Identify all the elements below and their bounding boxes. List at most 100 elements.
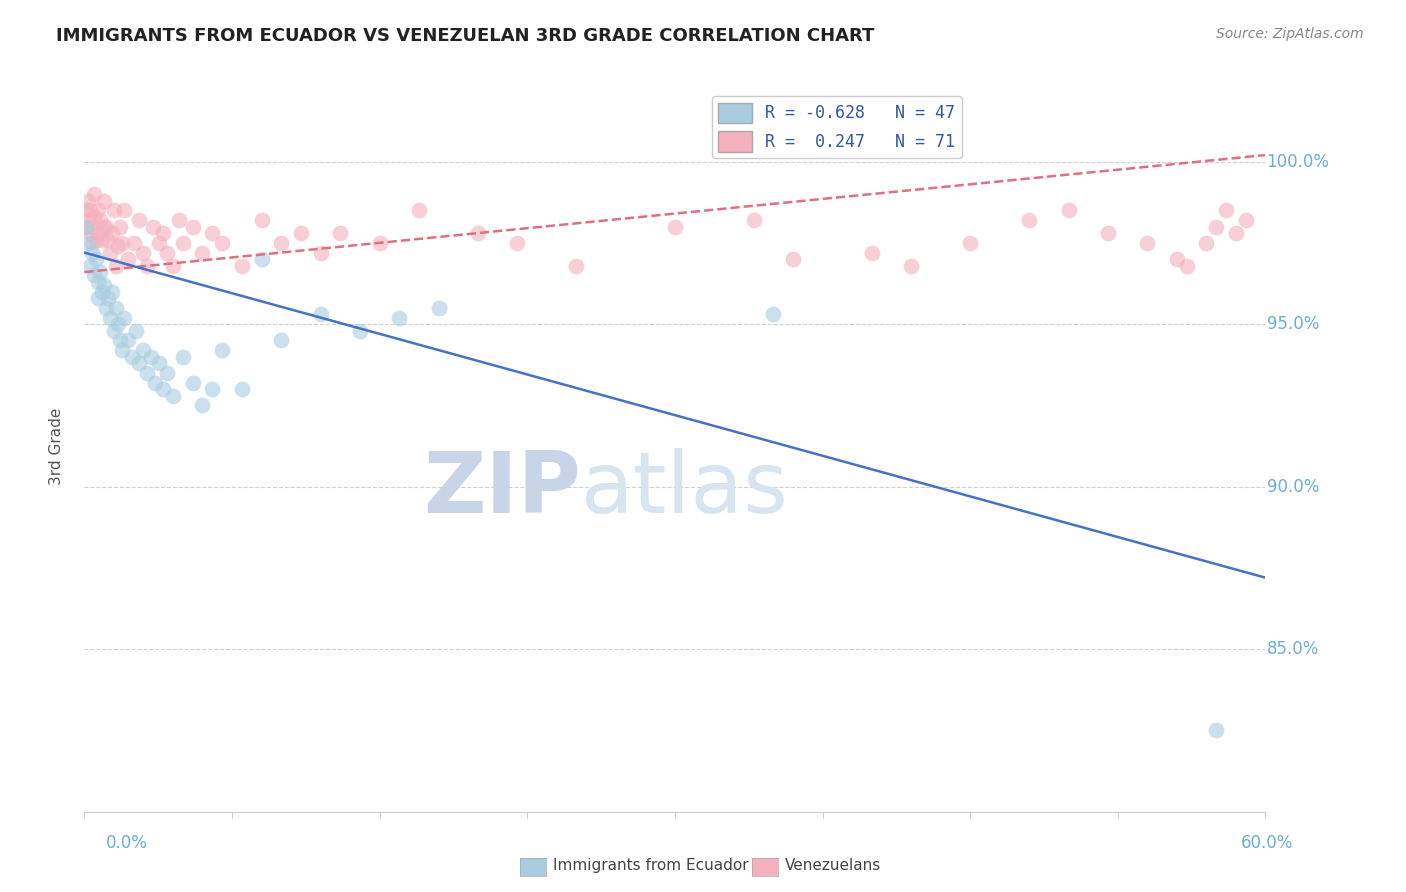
Point <box>136 366 159 380</box>
Point <box>82 235 104 250</box>
Point <box>270 334 292 348</box>
Point <box>117 334 139 348</box>
Point <box>94 219 117 234</box>
Point <box>93 194 115 208</box>
Point <box>148 235 170 250</box>
Point <box>79 259 101 273</box>
Point <box>132 343 155 357</box>
Point <box>467 226 489 240</box>
Point <box>107 317 129 331</box>
Point <box>79 226 101 240</box>
Point <box>75 219 97 234</box>
Text: Venezuelans: Venezuelans <box>785 858 880 872</box>
Text: 85.0%: 85.0% <box>1267 640 1319 658</box>
Point <box>388 310 411 325</box>
Point <box>143 376 166 390</box>
Point <box>97 291 120 305</box>
Point <box>211 235 233 250</box>
Point <box>900 259 922 273</box>
Point <box>107 239 129 253</box>
Point <box>103 324 125 338</box>
Point <box>1215 203 1237 218</box>
Point <box>87 291 110 305</box>
Point <box>84 252 107 266</box>
Point <box>108 219 131 234</box>
Point <box>349 324 371 338</box>
Point <box>136 259 159 273</box>
Point <box>152 382 174 396</box>
Point <box>1166 252 1188 266</box>
Point <box>91 285 114 299</box>
Point <box>89 265 111 279</box>
Point <box>290 226 312 240</box>
Point <box>77 235 100 250</box>
Point <box>77 194 100 208</box>
Point <box>172 350 194 364</box>
Point <box>121 350 143 364</box>
Text: Immigrants from Ecuador: Immigrants from Ecuador <box>553 858 748 872</box>
Point <box>104 259 127 273</box>
Point <box>231 259 253 273</box>
Point <box>98 245 121 260</box>
Point <box>79 203 101 218</box>
Point <box>108 334 131 348</box>
Point <box>860 245 883 260</box>
Text: 95.0%: 95.0% <box>1267 315 1319 333</box>
Text: 100.0%: 100.0% <box>1267 153 1330 170</box>
Point <box>112 203 135 218</box>
Text: 0.0%: 0.0% <box>105 834 148 852</box>
Point <box>83 187 105 202</box>
Point <box>231 382 253 396</box>
Point <box>309 307 332 321</box>
Point <box>122 235 145 250</box>
Point <box>82 245 104 260</box>
Point <box>408 203 430 218</box>
Point <box>93 278 115 293</box>
Point <box>201 382 224 396</box>
Point <box>89 213 111 227</box>
Point <box>82 219 104 234</box>
Point <box>1205 723 1227 738</box>
Point <box>1018 213 1040 227</box>
Point <box>1136 235 1159 250</box>
Point <box>156 366 179 380</box>
Point <box>211 343 233 357</box>
Point <box>87 226 110 240</box>
Point <box>98 310 121 325</box>
Point <box>167 213 190 227</box>
Point <box>742 213 765 227</box>
Point <box>132 245 155 260</box>
Point <box>87 275 110 289</box>
Text: atlas: atlas <box>581 449 789 532</box>
Point <box>1097 226 1119 240</box>
Point <box>162 389 184 403</box>
Point <box>152 226 174 240</box>
Point <box>128 356 150 370</box>
Point <box>101 285 124 299</box>
Point <box>368 235 391 250</box>
Point <box>664 219 686 234</box>
Point <box>329 226 352 240</box>
Text: Source: ZipAtlas.com: Source: ZipAtlas.com <box>1216 27 1364 41</box>
Point <box>141 350 163 364</box>
Point <box>959 235 981 250</box>
Y-axis label: 3rd Grade: 3rd Grade <box>49 408 63 484</box>
Point <box>762 307 785 321</box>
Point <box>103 203 125 218</box>
Point <box>782 252 804 266</box>
Point <box>87 203 110 218</box>
Point <box>93 219 115 234</box>
Point <box>191 398 214 412</box>
Point <box>1057 203 1080 218</box>
Point <box>94 301 117 315</box>
Point <box>156 245 179 260</box>
Point <box>104 301 127 315</box>
Point <box>162 259 184 273</box>
Point <box>1234 213 1257 227</box>
Point <box>427 301 450 315</box>
Point <box>565 259 588 273</box>
Point <box>83 210 105 224</box>
Text: 60.0%: 60.0% <box>1241 834 1294 852</box>
Point <box>111 343 134 357</box>
Point <box>83 268 105 283</box>
